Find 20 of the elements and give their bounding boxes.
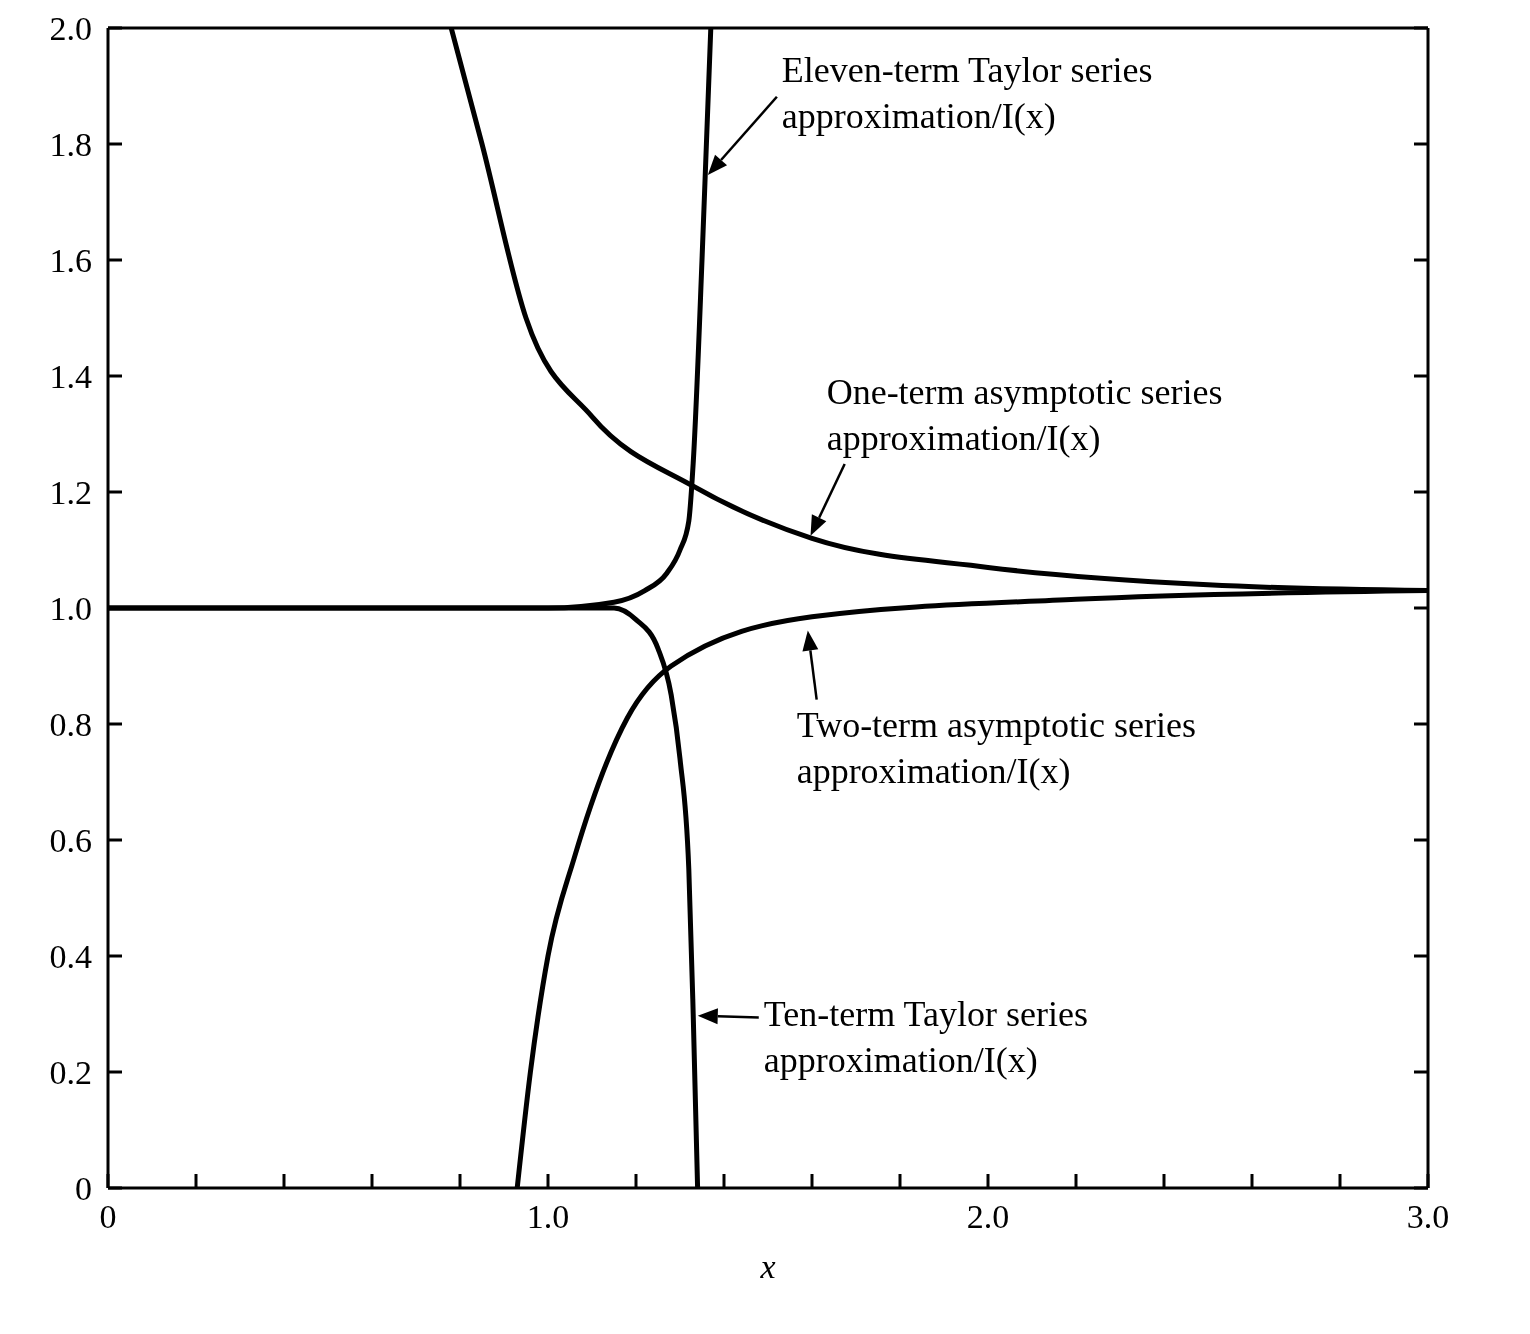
x-tick-label: 2.0 bbox=[966, 1198, 1010, 1236]
y-tick-label: 1.6 bbox=[49, 242, 92, 280]
y-tick-label: 0.8 bbox=[49, 706, 92, 744]
y-tick-label: 1.4 bbox=[49, 358, 92, 396]
x-tick-label: 0 bbox=[99, 1198, 117, 1236]
annotation: Eleven-term Taylor series approximation/I(x) bbox=[781, 48, 1154, 138]
annotation: One-term asymptotic series approximation/I(x) bbox=[826, 371, 1224, 460]
x-axis-title: x bbox=[759, 1248, 776, 1285]
y-tick-label: 0.6 bbox=[49, 822, 92, 860]
y-tick-label: 1.8 bbox=[49, 126, 92, 164]
annotation: Ten-term Taylor series approximation/I(x) bbox=[763, 992, 1089, 1082]
y-tick-label: 1.0 bbox=[49, 590, 92, 628]
y-tick-label: 0.2 bbox=[49, 1054, 92, 1092]
y-tick-label: 1.2 bbox=[49, 474, 92, 512]
y-tick-label: 0 bbox=[75, 1170, 92, 1208]
y-tick-label: 0.4 bbox=[49, 938, 92, 976]
x-tick-label: 1.0 bbox=[526, 1198, 570, 1236]
y-tick-label: 2.0 bbox=[49, 10, 92, 48]
annotation: Two-term asymptotic series approximation/I(x) bbox=[796, 703, 1198, 793]
x-tick-label: 3.0 bbox=[1406, 1198, 1450, 1236]
